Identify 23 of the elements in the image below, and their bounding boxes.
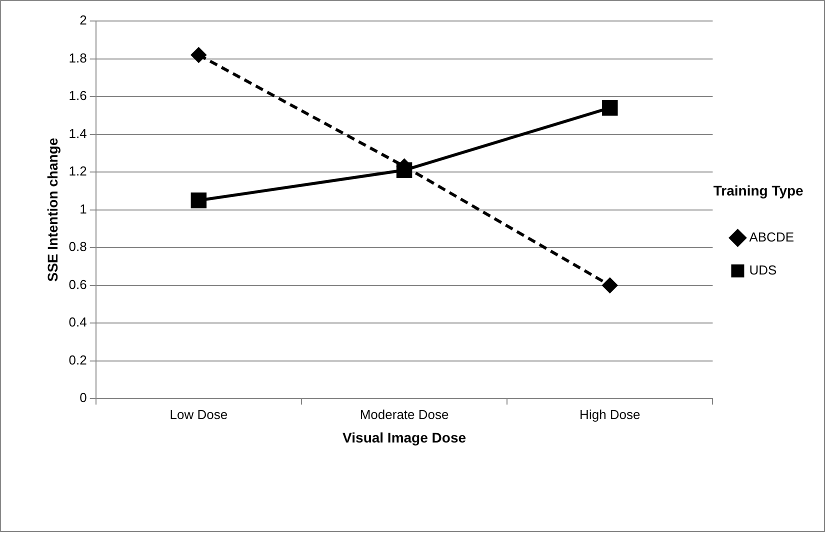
x-tick-label: Moderate Dose	[360, 406, 449, 422]
y-tick-label: 1.6	[68, 88, 87, 104]
y-tick-label: 1	[80, 201, 87, 216]
point	[190, 192, 207, 208]
y-tick-label: 1.8	[68, 50, 87, 66]
y-tick-label: 1.4	[68, 126, 87, 141]
x-axis-title: Visual Image Dose	[342, 429, 466, 446]
y-tick-label: 0.8	[68, 239, 87, 254]
y-axis-title: SSE Intention change	[44, 138, 60, 282]
y-tick-label: 1.2	[68, 164, 87, 179]
y-tick-label: 0.6	[68, 276, 87, 292]
legend-label: ABCDE	[749, 229, 794, 244]
y-tick-label: 0.4	[68, 314, 87, 330]
point	[602, 100, 618, 116]
point	[602, 278, 618, 293]
y-tick-label: 0	[80, 390, 87, 406]
point	[191, 47, 206, 62]
y-tick-label: 2	[80, 12, 87, 28]
legend-label: UDS	[749, 262, 777, 278]
x-tick-label: High Dose	[580, 406, 640, 422]
x-tick-label: Low Dose	[170, 406, 228, 422]
legend-title: Training Type	[713, 182, 804, 198]
y-tick-label: 0.2	[68, 352, 87, 368]
